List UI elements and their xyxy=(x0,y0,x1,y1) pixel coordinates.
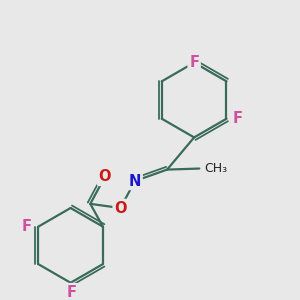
Text: F: F xyxy=(67,285,76,300)
Text: O: O xyxy=(114,200,127,215)
Text: F: F xyxy=(233,111,243,126)
Text: CH₃: CH₃ xyxy=(205,162,228,175)
Text: F: F xyxy=(189,55,199,70)
Text: N: N xyxy=(129,173,141,188)
Text: O: O xyxy=(99,169,111,184)
Text: F: F xyxy=(22,219,32,234)
